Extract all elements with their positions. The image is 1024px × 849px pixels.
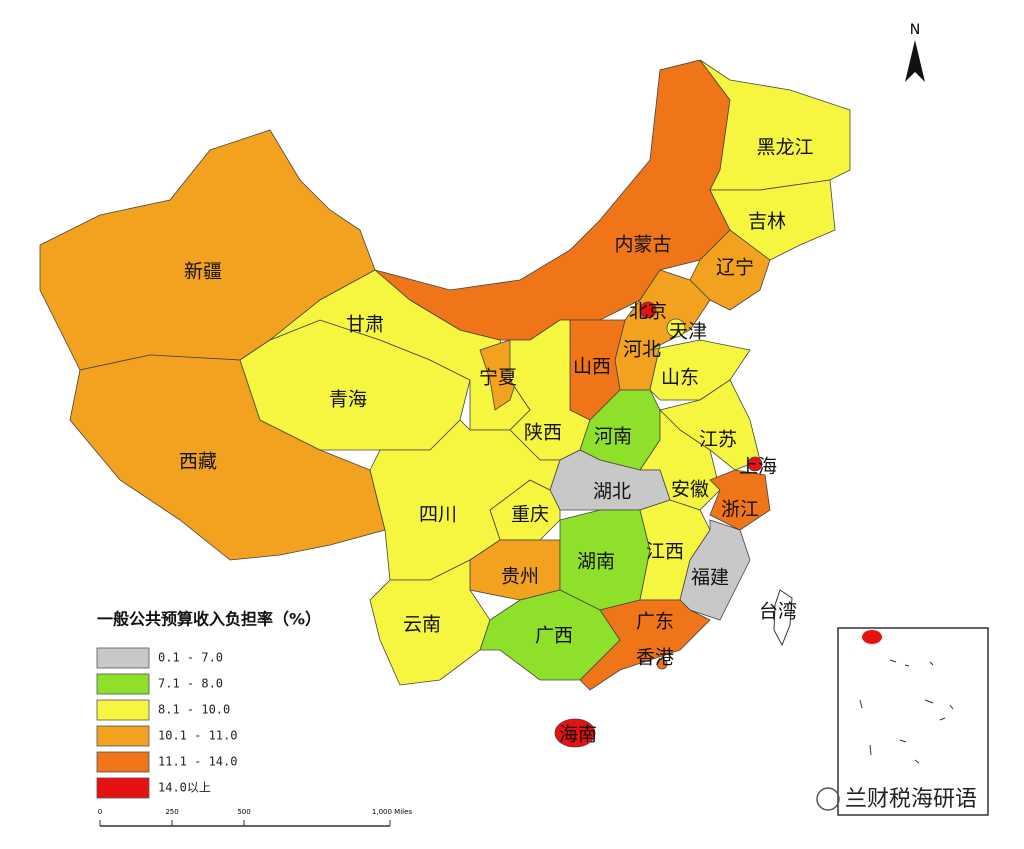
north-label: N [910,22,920,38]
region-label: 广东 [636,611,674,633]
scale-label: 250 [165,808,178,816]
region-label: 安徽 [671,479,709,501]
legend-label: 11.1 - 14.0 [158,755,237,769]
region-label: 甘肃 [346,314,384,336]
region-label: 宁夏 [479,367,517,389]
region-label: 山西 [573,356,611,378]
region-label: 重庆 [511,504,549,526]
region-label: 湖北 [593,481,631,503]
region [369,419,561,581]
legend-label: 0.1 - 7.0 [158,651,223,665]
region [747,456,763,472]
region-label: 湖南 [577,551,615,573]
region-label: 内蒙古 [614,234,671,256]
region [639,301,657,319]
inset-frame [837,627,989,816]
region [579,599,711,691]
region-label: 台湾 [759,601,797,623]
region-label: 江苏 [699,429,737,451]
legend-label: 10.1 - 11.0 [158,729,237,743]
watermark: 兰财税海研语 [845,787,977,812]
region-label: 西藏 [179,451,217,473]
inset-island [862,630,882,644]
legend-title: 一般公共预算收入负担率（%） [97,610,321,629]
regions [39,59,851,748]
legend-label: 14.0以上 [158,781,211,795]
scale-label: 1,000 Miles [372,808,413,816]
region [554,718,596,748]
region [666,318,686,338]
region-label: 吉林 [748,211,786,233]
region-label: 四川 [419,504,457,526]
legend-swatch [96,725,150,747]
inset-islands [859,659,954,764]
scale-bar: 0 250 500 1,000 Miles [98,808,413,827]
no-data-region [773,589,793,647]
scale-label: 0 [98,808,102,816]
region-label: 新疆 [184,261,222,283]
region-label: 上海 [739,456,777,478]
legend-label: 7.1 - 8.0 [158,677,223,691]
legend-swatch [96,699,150,721]
region-labels: 新疆西藏 青海 甘肃 内蒙古 黑龙江吉林辽宁北京天津河北山西山东 宁夏陕西 河南 江苏上海安徽… [179,137,814,746]
region-label: 香港 [636,647,674,669]
legend-swatch [96,673,150,695]
watermark-icon [816,787,840,811]
region-label: 广西 [535,625,573,647]
legend: 0.1 - 7.0 7.1 - 8.0 8.1 - 10.0 10.1 - 11.0 1… [96,647,237,799]
region-label: 浙江 [721,499,759,521]
region-label: 黑龙江 [756,137,813,159]
region-label: 山东 [661,367,699,389]
region [709,469,771,531]
region-label: 陕西 [524,422,562,444]
region-label: 海南 [559,724,597,746]
legend-swatch [96,777,150,799]
legend-swatch [96,647,150,669]
region-label: 贵州 [501,566,539,588]
region-label: 云南 [403,614,441,636]
legend-label: 8.1 - 10.0 [158,703,230,717]
region-label: 青海 [329,389,367,411]
region-label: 江西 [646,541,684,563]
region-label: 辽宁 [716,257,754,279]
region-label: 北京 [629,301,667,323]
region [656,658,668,670]
north-arrow [905,40,925,82]
legend-swatch [96,751,150,773]
region-label: 天津 [669,321,707,343]
scale-label: 500 [237,808,250,816]
region-label: 河北 [623,339,661,361]
region-label: 福建 [691,567,729,589]
region-label: 河南 [594,426,632,448]
region [689,229,771,311]
